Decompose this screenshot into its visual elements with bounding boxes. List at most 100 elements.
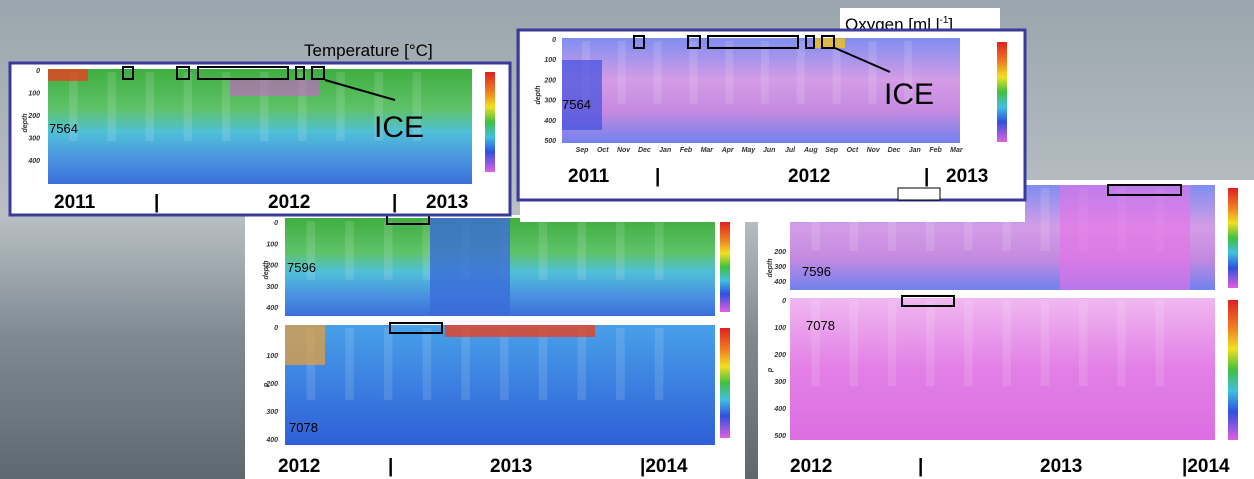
year-label: | bbox=[154, 192, 159, 213]
station-id: 7596 bbox=[287, 260, 316, 275]
high-oxygen-patch bbox=[815, 38, 845, 48]
year-label: |2014 bbox=[640, 456, 688, 477]
station-id: 7078 bbox=[289, 420, 318, 435]
field-streak bbox=[538, 328, 548, 400]
year-label: 2013 bbox=[946, 166, 988, 187]
colorbar bbox=[485, 72, 495, 172]
year-label: 2013 bbox=[490, 456, 532, 477]
month-label: Jul bbox=[785, 147, 796, 154]
y-tick-label: 300 bbox=[774, 264, 786, 271]
field-streak bbox=[654, 221, 664, 280]
low-oxygen-patch bbox=[562, 60, 602, 130]
ice-box bbox=[176, 66, 190, 80]
title-end: ] bbox=[948, 15, 953, 34]
y-tick-label: 500 bbox=[544, 138, 556, 145]
field-streak bbox=[868, 41, 877, 104]
y-tick-label: 0 bbox=[782, 298, 786, 305]
year-label: 2012 bbox=[268, 192, 310, 213]
panel bbox=[516, 28, 1027, 202]
year-label: | bbox=[388, 456, 393, 477]
field-streak bbox=[145, 72, 154, 141]
y-tick-label: 0 bbox=[36, 68, 40, 75]
ice-label: ICE bbox=[374, 111, 424, 144]
month-label: Oct bbox=[847, 147, 859, 154]
field-streak bbox=[811, 301, 820, 387]
field-streak bbox=[616, 221, 625, 280]
y-tick-label: 400 bbox=[543, 118, 556, 125]
field-streak bbox=[306, 221, 316, 280]
station-id: 7564 bbox=[49, 121, 78, 136]
y-tick-label: 200 bbox=[773, 249, 786, 256]
field-streak bbox=[422, 328, 432, 400]
year-label: 2012 bbox=[788, 166, 830, 187]
cold-band bbox=[430, 218, 510, 316]
month-label: Dec bbox=[888, 147, 901, 154]
y-tick-label: 200 bbox=[543, 77, 556, 84]
field-streak bbox=[69, 72, 78, 141]
ice-box bbox=[687, 35, 701, 49]
month-label: Sep bbox=[576, 147, 590, 154]
ice-box bbox=[1107, 184, 1182, 196]
field-streak bbox=[617, 41, 626, 104]
field-streak bbox=[1155, 301, 1164, 387]
field-streak bbox=[653, 41, 662, 104]
month-label: Jan bbox=[659, 147, 671, 154]
ice-box bbox=[122, 66, 134, 80]
temperature-field bbox=[285, 325, 715, 445]
month-label: Oct bbox=[597, 147, 609, 154]
y-tick-label: 300 bbox=[774, 379, 786, 386]
ice-box bbox=[197, 66, 289, 80]
oxygen-field bbox=[790, 298, 1215, 440]
month-label: Nov bbox=[867, 147, 881, 154]
field-streak bbox=[374, 72, 383, 141]
y-axis-label: p bbox=[767, 367, 774, 373]
field-streak bbox=[1079, 301, 1088, 387]
y-tick-label: 400 bbox=[773, 279, 786, 286]
field-streak bbox=[345, 328, 354, 400]
y-axis-label: depth bbox=[22, 113, 29, 132]
month-label: Mar bbox=[950, 147, 964, 154]
ice-box bbox=[295, 66, 305, 80]
field-streak bbox=[383, 221, 393, 280]
month-label: Sep bbox=[825, 147, 839, 154]
field-streak bbox=[538, 221, 548, 280]
y-tick-label: 100 bbox=[266, 241, 278, 248]
y-tick-label: 300 bbox=[28, 136, 40, 143]
year-label: | bbox=[392, 192, 397, 213]
month-label: May bbox=[742, 147, 757, 154]
colorbar bbox=[997, 42, 1007, 142]
month-label: Mar bbox=[701, 147, 715, 154]
y-tick-label: 100 bbox=[28, 91, 40, 98]
y-tick-label: 300 bbox=[266, 284, 278, 291]
oxygen-field bbox=[562, 38, 960, 143]
y-tick-label: 400 bbox=[773, 406, 786, 413]
field-streak bbox=[689, 41, 698, 104]
month-label: Jan bbox=[909, 147, 921, 154]
field-streak bbox=[616, 328, 625, 400]
field-streak bbox=[383, 328, 393, 400]
pink-zone bbox=[1060, 185, 1190, 290]
year-label: | bbox=[655, 166, 660, 187]
marker-box bbox=[897, 187, 941, 201]
month-label: Jun bbox=[763, 147, 775, 154]
ice-box bbox=[901, 295, 955, 307]
colorbar bbox=[720, 328, 730, 438]
y-tick-label: 100 bbox=[266, 353, 278, 360]
station-id: 7564 bbox=[562, 97, 591, 112]
field-streak bbox=[577, 221, 586, 280]
field-streak bbox=[221, 72, 231, 141]
ice-box bbox=[707, 35, 799, 49]
ice-box bbox=[311, 66, 325, 80]
title-superscript: -1 bbox=[939, 15, 948, 26]
warm-patch bbox=[285, 325, 325, 365]
ice-arrow bbox=[324, 79, 396, 101]
y-tick-label: 200 bbox=[27, 113, 40, 120]
station-id: 7078 bbox=[806, 318, 835, 333]
y-tick-label: 300 bbox=[544, 98, 556, 105]
field-streak bbox=[1040, 188, 1050, 251]
year-label: 2011 bbox=[568, 166, 610, 187]
field-streak bbox=[107, 72, 116, 141]
panel-title: Temperature [°C] bbox=[304, 41, 433, 60]
field-streak bbox=[345, 221, 354, 280]
